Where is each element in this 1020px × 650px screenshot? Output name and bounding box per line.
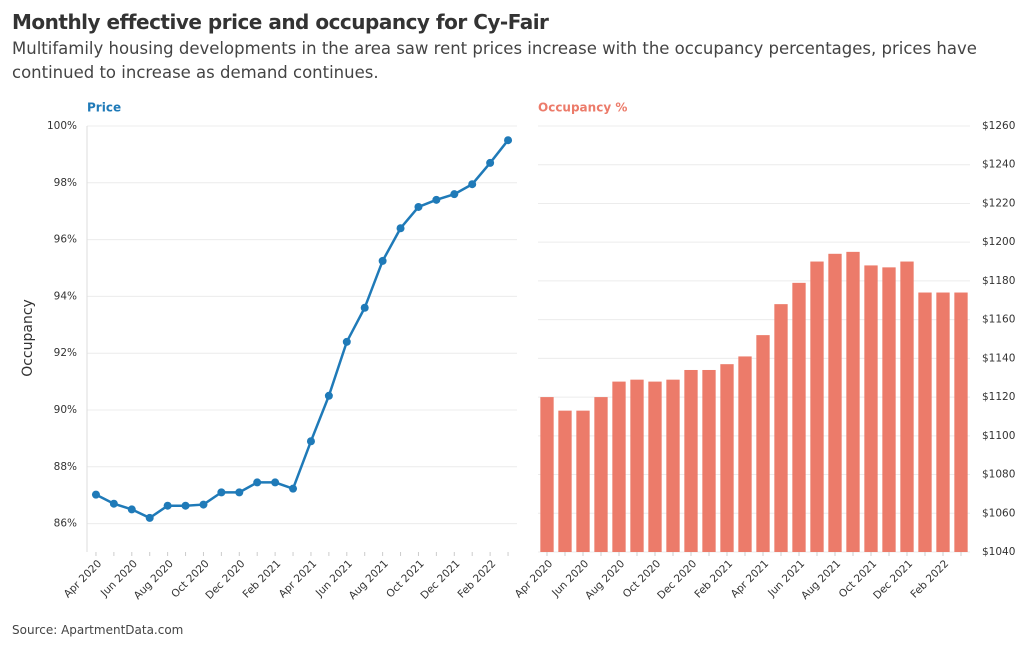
- bar: [684, 369, 698, 552]
- point: [163, 501, 172, 510]
- bar: [792, 282, 806, 552]
- bar: [720, 364, 734, 552]
- y-tick-label: $1060: [982, 507, 1015, 519]
- x-tick-label: Aug 2021: [347, 558, 391, 602]
- y-tick-label: $1240: [982, 159, 1015, 171]
- point: [486, 158, 495, 167]
- x-tick-label: Apr 2021: [729, 558, 772, 601]
- y-tick-label: $1180: [982, 275, 1015, 287]
- point: [91, 490, 100, 499]
- panel-title: Price: [87, 101, 121, 115]
- bar: [630, 379, 644, 552]
- point: [253, 478, 262, 487]
- point: [396, 224, 405, 233]
- y-tick-label: $1100: [982, 430, 1015, 442]
- line: [95, 139, 510, 520]
- point: [109, 499, 118, 508]
- x-tick-label: Dec 2021: [418, 558, 462, 602]
- x-tick-label: Aug 2021: [799, 558, 843, 602]
- bar: [702, 369, 716, 552]
- x-tick-label: Feb 2022: [455, 558, 498, 601]
- x-tick-label: Aug 2020: [132, 558, 176, 602]
- bar: [738, 356, 752, 552]
- bar: [612, 381, 626, 552]
- y-tick-label: $1080: [982, 469, 1015, 481]
- y-tick-label: $1120: [982, 391, 1015, 403]
- title: Monthly effective price and occupancy fo…: [12, 10, 549, 34]
- x-tick-label: Apr 2020: [62, 558, 105, 601]
- point: [504, 136, 513, 145]
- y-tick-label: $1160: [982, 314, 1015, 326]
- x-tick-label: Apr 2020: [513, 558, 556, 601]
- y-tick-label: 96%: [54, 234, 77, 246]
- point: [217, 488, 226, 497]
- point: [181, 501, 190, 510]
- point: [271, 478, 280, 487]
- bar: [594, 397, 608, 552]
- bar: [810, 261, 824, 552]
- point: [306, 437, 315, 446]
- point: [199, 500, 208, 509]
- x-tick-label: Dec 2020: [203, 558, 247, 602]
- x-tick-label: Apr 2021: [277, 558, 320, 601]
- x-tick-label: Feb 2022: [908, 558, 951, 601]
- bar: [828, 253, 842, 553]
- point: [432, 195, 441, 204]
- y-tick-label: 94%: [54, 290, 77, 302]
- point: [468, 180, 477, 189]
- point: [414, 202, 423, 211]
- y-tick-label: 88%: [54, 461, 77, 473]
- x-tick-label: Dec 2020: [655, 558, 699, 602]
- y-tick-label: 90%: [54, 404, 77, 416]
- point: [342, 337, 351, 346]
- point: [324, 391, 333, 400]
- source: Source: ApartmentData.com: [12, 623, 184, 637]
- bar: [666, 379, 680, 552]
- point: [127, 505, 136, 514]
- bar: [576, 410, 590, 552]
- panel-title: Occupancy %: [538, 101, 627, 115]
- y-tick-label: $1140: [982, 352, 1015, 364]
- y-tick-label: $1260: [982, 120, 1015, 132]
- y-axis-label: Occupancy: [20, 299, 36, 377]
- y-tick-label: 98%: [54, 177, 77, 189]
- bar: [756, 335, 770, 552]
- y-tick-label: 100%: [47, 120, 77, 132]
- point: [235, 488, 244, 497]
- bar: [540, 397, 554, 552]
- x-tick-label: Feb 2021: [240, 558, 283, 601]
- bar: [936, 292, 950, 552]
- x-tick-label: Aug 2020: [583, 558, 627, 602]
- bar: [882, 267, 896, 552]
- y-tick-label: $1040: [982, 546, 1015, 558]
- bar: [774, 304, 788, 552]
- bar: [900, 261, 914, 552]
- y-tick-label: 92%: [54, 347, 77, 359]
- point: [360, 303, 369, 312]
- point: [289, 484, 298, 493]
- y-tick-label: 86%: [54, 518, 77, 530]
- bar: [558, 410, 572, 552]
- x-tick-label: Dec 2021: [871, 558, 915, 602]
- bar: [954, 292, 968, 552]
- bar: [918, 292, 932, 552]
- bar: [846, 251, 860, 552]
- point: [378, 256, 387, 265]
- point: [145, 513, 154, 522]
- subtitle: Multifamily housing developments in the …: [12, 39, 977, 82]
- y-tick-label: $1200: [982, 236, 1015, 248]
- bar: [864, 265, 878, 552]
- point: [450, 190, 459, 199]
- y-tick-label: $1220: [982, 197, 1015, 209]
- x-tick-label: Feb 2021: [692, 558, 735, 601]
- bar: [648, 381, 662, 552]
